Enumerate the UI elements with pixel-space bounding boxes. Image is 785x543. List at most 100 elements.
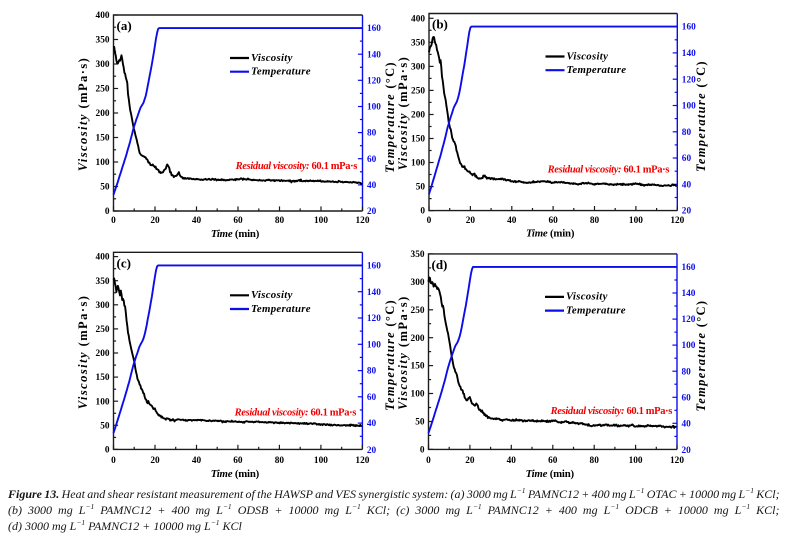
svg-text:40: 40 [367,181,377,191]
svg-text:Viscosity: Viscosity [566,291,608,303]
svg-text:100: 100 [682,102,696,112]
svg-text:60: 60 [548,216,558,226]
svg-text:300: 300 [96,60,110,70]
svg-text:Temperature (°C): Temperature (°C) [383,299,397,411]
svg-text:100: 100 [682,341,696,351]
svg-text:150: 150 [411,362,425,372]
svg-text:40: 40 [192,216,202,226]
svg-text:0: 0 [427,216,432,226]
svg-text:(b): (b) [432,17,448,32]
svg-text:350: 350 [411,250,425,260]
svg-text:40: 40 [682,419,692,429]
svg-text:Temperature (°C): Temperature (°C) [694,300,708,412]
svg-text:100: 100 [411,390,425,400]
svg-text:200: 200 [411,111,425,121]
svg-text:160: 160 [367,24,381,34]
svg-text:40: 40 [507,216,517,226]
svg-text:250: 250 [411,87,425,97]
svg-text:200: 200 [96,349,110,359]
svg-text:50: 50 [100,183,110,193]
svg-text:40: 40 [682,180,692,190]
svg-text:Temperature (°C): Temperature (°C) [383,61,397,173]
svg-text:200: 200 [411,334,425,344]
svg-text:0: 0 [420,446,425,456]
svg-text:Time (min): Time (min) [526,468,575,480]
svg-text:Residual viscosity: 60.1 mPa·s: Residual viscosity: 60.1 mPa·s [234,408,357,419]
svg-text:120: 120 [670,456,684,466]
svg-text:0: 0 [420,207,425,217]
svg-text:300: 300 [96,301,110,311]
svg-text:Viscosity (mPa·s): Viscosity (mPa·s) [76,295,90,410]
svg-text:120: 120 [367,76,381,86]
svg-text:20: 20 [150,456,160,466]
svg-text:80: 80 [367,367,377,377]
svg-text:400: 400 [96,11,110,21]
svg-text:60: 60 [548,456,558,466]
svg-text:Temperature: Temperature [251,66,311,78]
svg-text:120: 120 [682,75,696,85]
svg-text:(a): (a) [117,18,132,33]
svg-text:80: 80 [367,129,377,139]
svg-text:Viscosity (mPa·s): Viscosity (mPa·s) [396,56,410,171]
svg-text:100: 100 [96,397,110,407]
svg-text:350: 350 [411,38,425,48]
svg-text:Temperature: Temperature [567,64,627,76]
svg-text:250: 250 [96,325,110,335]
svg-text:120: 120 [356,216,370,226]
svg-text:60: 60 [682,154,692,164]
svg-text:140: 140 [367,50,381,60]
svg-text:120: 120 [670,216,684,226]
svg-text:350: 350 [96,277,110,287]
svg-text:160: 160 [682,263,696,273]
svg-text:120: 120 [367,314,381,324]
svg-text:250: 250 [411,306,425,316]
svg-text:Temperature: Temperature [566,304,626,316]
svg-text:Viscosity (mPa·s): Viscosity (mPa·s) [396,295,410,410]
svg-text:150: 150 [96,373,110,383]
svg-text:Residual viscosity: 60.1 mPa·s: Residual viscosity: 60.1 mPa·s [547,165,670,176]
svg-text:20: 20 [150,216,160,226]
svg-text:Time (min): Time (min) [526,227,575,239]
svg-text:0: 0 [111,456,116,466]
svg-text:80: 80 [275,456,285,466]
svg-text:Time (min): Time (min) [211,228,260,240]
svg-text:80: 80 [682,128,692,138]
svg-text:60: 60 [233,456,243,466]
svg-text:Residual viscosity: 60.1 mPa·s: Residual viscosity: 60.1 mPa·s [550,406,673,417]
svg-text:80: 80 [590,216,600,226]
svg-text:20: 20 [682,207,692,217]
svg-text:40: 40 [507,456,517,466]
svg-text:100: 100 [367,103,381,113]
svg-text:20: 20 [367,207,377,217]
svg-text:200: 200 [96,109,110,119]
svg-text:300: 300 [411,278,425,288]
svg-text:60: 60 [233,216,243,226]
svg-text:50: 50 [100,421,110,431]
svg-text:0: 0 [426,456,431,466]
svg-text:300: 300 [411,63,425,73]
svg-text:100: 100 [314,456,328,466]
svg-text:Viscosity: Viscosity [251,289,293,301]
svg-text:100: 100 [411,159,425,169]
svg-text:(d): (d) [432,257,448,272]
svg-text:80: 80 [590,456,600,466]
svg-text:20: 20 [682,446,692,456]
svg-text:100: 100 [314,216,328,226]
svg-text:Viscosity: Viscosity [251,52,293,64]
svg-text:Viscosity: Viscosity [567,50,609,62]
svg-text:140: 140 [682,49,696,59]
svg-text:150: 150 [96,134,110,144]
svg-text:160: 160 [367,262,381,272]
svg-text:150: 150 [411,135,425,145]
svg-text:Viscosity (mPa·s): Viscosity (mPa·s) [76,57,90,172]
svg-text:(c): (c) [117,255,131,270]
svg-text:160: 160 [682,23,696,33]
svg-text:60: 60 [367,393,377,403]
svg-text:0: 0 [105,207,110,217]
svg-text:120: 120 [682,315,696,325]
svg-text:Residual viscosity: 60.1 mPa·s: Residual viscosity: 60.1 mPa·s [235,161,358,172]
svg-text:400: 400 [96,253,110,263]
svg-text:20: 20 [466,216,476,226]
svg-text:140: 140 [682,289,696,299]
svg-text:100: 100 [629,456,643,466]
